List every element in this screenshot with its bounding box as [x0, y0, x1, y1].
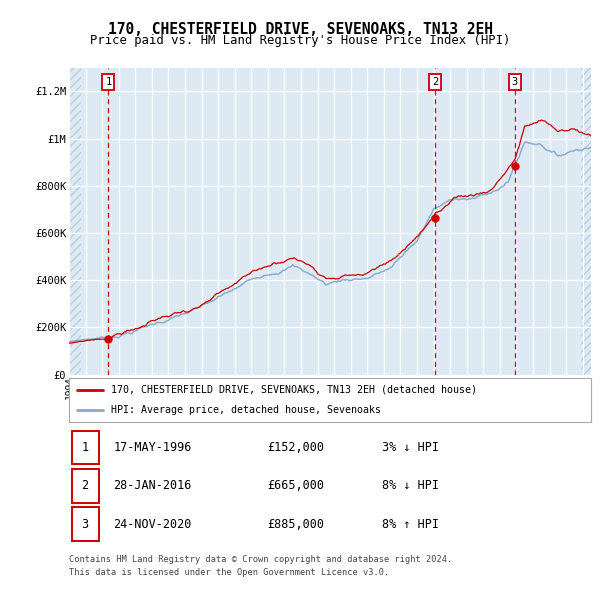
Text: 8% ↓ HPI: 8% ↓ HPI [382, 479, 439, 493]
Text: 1: 1 [82, 441, 89, 454]
Text: 3: 3 [82, 517, 89, 530]
Text: £152,000: £152,000 [268, 441, 325, 454]
Text: £885,000: £885,000 [268, 517, 325, 530]
Text: 8% ↑ HPI: 8% ↑ HPI [382, 517, 439, 530]
Text: 2: 2 [82, 479, 89, 493]
Text: 3% ↓ HPI: 3% ↓ HPI [382, 441, 439, 454]
Bar [69, 68, 82, 375]
FancyBboxPatch shape [71, 507, 99, 541]
Text: 170, CHESTERFIELD DRIVE, SEVENOAKS, TN13 2EH (detached house): 170, CHESTERFIELD DRIVE, SEVENOAKS, TN13… [111, 385, 477, 395]
Text: 2: 2 [432, 77, 438, 87]
Text: Contains HM Land Registry data © Crown copyright and database right 2024.: Contains HM Land Registry data © Crown c… [69, 555, 452, 563]
FancyBboxPatch shape [71, 431, 99, 464]
Bar [581, 68, 591, 375]
Text: 28-JAN-2016: 28-JAN-2016 [113, 479, 192, 493]
Text: Price paid vs. HM Land Registry's House Price Index (HPI): Price paid vs. HM Land Registry's House … [90, 34, 510, 47]
Text: 3: 3 [512, 77, 518, 87]
Text: 17-MAY-1996: 17-MAY-1996 [113, 441, 192, 454]
Text: 170, CHESTERFIELD DRIVE, SEVENOAKS, TN13 2EH: 170, CHESTERFIELD DRIVE, SEVENOAKS, TN13… [107, 22, 493, 37]
Text: HPI: Average price, detached house, Sevenoaks: HPI: Average price, detached house, Seve… [111, 405, 381, 415]
Text: This data is licensed under the Open Government Licence v3.0.: This data is licensed under the Open Gov… [69, 568, 389, 576]
Text: £665,000: £665,000 [268, 479, 325, 493]
Text: 1: 1 [106, 77, 112, 87]
FancyBboxPatch shape [71, 469, 99, 503]
Text: 24-NOV-2020: 24-NOV-2020 [113, 517, 192, 530]
